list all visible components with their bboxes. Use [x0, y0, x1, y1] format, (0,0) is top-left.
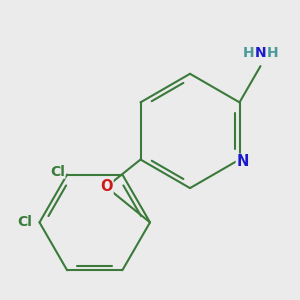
Text: H: H: [267, 46, 278, 61]
Text: O: O: [100, 179, 112, 194]
Text: N: N: [255, 46, 266, 61]
Text: Cl: Cl: [17, 215, 32, 230]
Text: Cl: Cl: [50, 164, 65, 178]
Text: N: N: [236, 154, 249, 169]
Text: H: H: [242, 46, 254, 61]
